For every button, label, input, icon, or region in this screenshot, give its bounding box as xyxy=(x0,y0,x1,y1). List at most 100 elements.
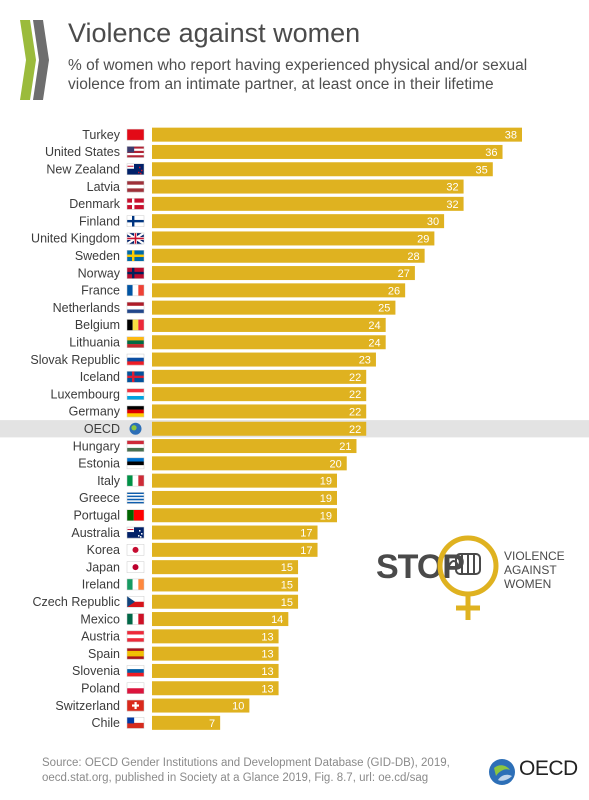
category-label: Sweden xyxy=(75,249,120,263)
category-label: Norway xyxy=(78,266,121,280)
bar xyxy=(152,456,347,471)
bar-row-latvia: Latvia 32 xyxy=(87,179,464,194)
flag-icon-czech-republic xyxy=(126,596,145,608)
bar xyxy=(152,248,425,263)
bar-row-australia: Australia 17 xyxy=(71,525,318,540)
category-label: Slovenia xyxy=(72,664,120,678)
bar-row-france: France 26 xyxy=(81,283,406,298)
category-label: Austria xyxy=(81,630,120,644)
bar xyxy=(152,162,493,177)
value-label: 20 xyxy=(329,458,341,470)
flag-icon-belgium xyxy=(126,319,145,331)
bar xyxy=(152,283,406,298)
bar xyxy=(152,560,299,575)
bar xyxy=(152,231,435,246)
bar xyxy=(152,663,279,678)
value-label: 19 xyxy=(320,493,332,505)
flag-icon-korea xyxy=(126,544,145,556)
value-label: 13 xyxy=(261,631,273,643)
oecd-chevron-logo xyxy=(20,20,49,100)
bar-row-korea: Korea 17 xyxy=(87,542,318,557)
bar xyxy=(152,300,396,315)
bar-row-belgium: Belgium 24 xyxy=(75,317,386,332)
value-label: 14 xyxy=(271,614,283,626)
category-label: Luxembourg xyxy=(51,387,121,401)
stop-violence-badge: STOP VIOLENCE AGAINST WOMEN xyxy=(376,535,565,620)
bar xyxy=(152,715,221,730)
bar xyxy=(152,629,279,644)
flag-icon-chile xyxy=(126,717,145,729)
value-label: 15 xyxy=(281,579,293,591)
category-label: Portugal xyxy=(73,508,120,522)
category-label: Czech Republic xyxy=(32,595,120,609)
bar-row-austria: Austria 13 xyxy=(81,629,279,644)
category-label: United Kingdom xyxy=(31,232,120,246)
value-label: 19 xyxy=(320,476,332,488)
category-label: Greece xyxy=(79,491,120,505)
value-label: 23 xyxy=(359,355,371,367)
page-subtitle: % of women who report having experienced… xyxy=(68,57,528,93)
value-label: 17 xyxy=(300,528,312,540)
flag-icon-switzerland xyxy=(126,699,145,712)
bar xyxy=(152,646,279,661)
flag-icon-united-kingdom xyxy=(126,232,145,245)
bar xyxy=(152,369,367,384)
bar xyxy=(152,266,415,281)
value-label: 30 xyxy=(427,216,439,228)
flag-icon-austria xyxy=(126,630,145,643)
bar xyxy=(152,127,522,142)
bar-row-finland: Finland 30 xyxy=(79,214,445,228)
category-label: Iceland xyxy=(80,370,120,384)
flag-icon-mexico xyxy=(126,613,145,625)
source-note: Source: OECD Gender Institutions and Dev… xyxy=(42,756,482,786)
category-label: Finland xyxy=(79,214,120,228)
category-label: Estonia xyxy=(78,457,120,471)
flag-icon-sweden xyxy=(126,250,145,262)
flag-icon-hungary xyxy=(126,440,145,452)
bar xyxy=(152,473,337,488)
value-label: 38 xyxy=(505,130,517,142)
bar xyxy=(152,196,464,211)
bar-row-japan: Japan 15 xyxy=(86,560,299,575)
bar xyxy=(152,490,337,505)
flag-icon-finland xyxy=(126,215,145,227)
value-label: 13 xyxy=(261,649,273,661)
bar xyxy=(152,594,299,609)
flag-icon-iceland xyxy=(126,371,145,383)
bar-row-switzerland: Switzerland 10 xyxy=(55,698,250,713)
bar xyxy=(152,508,337,523)
bar-row-estonia: Estonia 20 xyxy=(78,456,347,471)
flag-icon-netherlands xyxy=(126,301,145,314)
category-label: Slovak Republic xyxy=(30,353,120,367)
value-label: 13 xyxy=(261,683,273,695)
value-label: 29 xyxy=(417,233,429,245)
bar-row-oecd: OECD 22 xyxy=(0,420,589,438)
raised-fist-icon xyxy=(447,553,481,575)
bar-row-lithuania: Lithuania 24 xyxy=(69,335,386,350)
stop-label: STOP xyxy=(376,548,464,586)
value-label: 24 xyxy=(368,337,380,349)
flag-icon-poland xyxy=(126,682,145,694)
bar xyxy=(152,612,289,627)
flag-icon-united-states xyxy=(126,146,145,158)
bar-row-czech-republic: Czech Republic 15 xyxy=(32,594,299,609)
category-label: OECD xyxy=(84,422,120,436)
flag-icon-australia xyxy=(126,526,145,539)
category-label: Lithuania xyxy=(69,335,120,349)
bar xyxy=(152,179,464,194)
value-label: 13 xyxy=(261,666,273,678)
bar xyxy=(152,387,367,402)
value-label: 21 xyxy=(339,441,351,453)
bar-row-norway: Norway 27 xyxy=(78,266,415,280)
bar-row-ireland: Ireland 15 xyxy=(82,577,299,592)
category-label: Chile xyxy=(92,716,121,730)
category-label: Belgium xyxy=(75,318,120,332)
bar-row-united-kingdom: United Kingdom 29 xyxy=(31,231,435,246)
flag-icon-france xyxy=(126,284,145,297)
badge-line-3: WOMEN xyxy=(504,577,551,591)
value-label: 15 xyxy=(281,562,293,574)
bar xyxy=(152,335,386,350)
value-label: 25 xyxy=(378,303,390,315)
bar xyxy=(152,404,367,419)
oecd-brand: OECD xyxy=(519,757,578,780)
